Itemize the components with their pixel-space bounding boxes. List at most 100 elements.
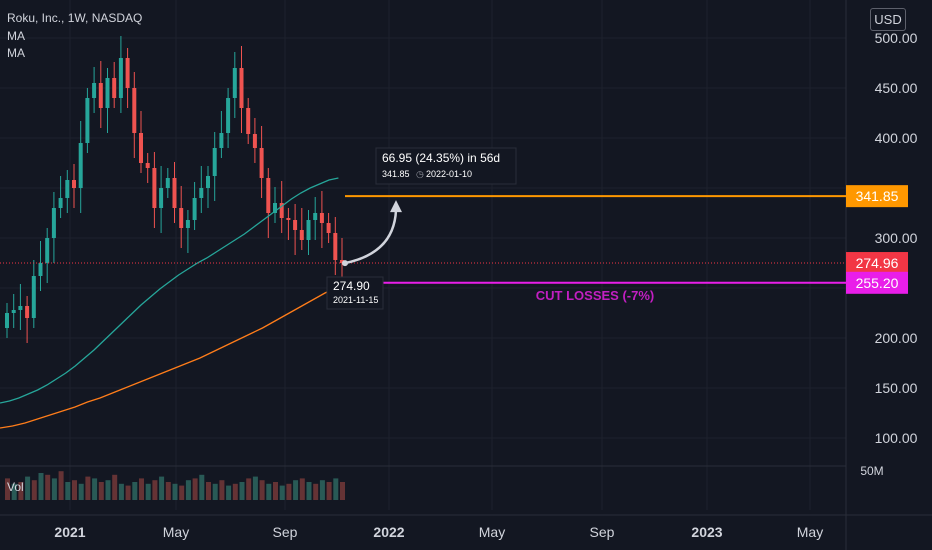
time-tick: 2023 bbox=[691, 524, 722, 540]
price-tick: 100.00 bbox=[875, 430, 918, 446]
projection-arrowhead bbox=[390, 200, 402, 213]
volume-bar bbox=[85, 476, 91, 500]
projection-target-price: 341.85 bbox=[382, 169, 410, 179]
candle bbox=[259, 148, 264, 178]
volume-bar bbox=[18, 482, 24, 500]
price-tick: 450.00 bbox=[875, 80, 918, 96]
volume-bar bbox=[259, 480, 265, 500]
candle bbox=[306, 220, 311, 240]
volume-bar bbox=[333, 478, 339, 500]
candle bbox=[199, 188, 204, 198]
volume-bar bbox=[145, 483, 151, 500]
candle bbox=[65, 180, 70, 198]
ma-slow-line bbox=[0, 281, 351, 429]
volume-bar bbox=[266, 483, 272, 500]
volume-bar bbox=[11, 483, 17, 500]
volume-bar bbox=[252, 476, 258, 500]
candle bbox=[185, 220, 190, 228]
cut-loss-label: CUT LOSSES (-7%) bbox=[536, 288, 654, 303]
volume-bar bbox=[118, 483, 124, 500]
volume-bar bbox=[72, 480, 77, 500]
candle bbox=[92, 83, 97, 98]
volume-bar bbox=[293, 480, 299, 500]
volume-bar bbox=[159, 476, 165, 500]
price-badge-text: 341.85 bbox=[856, 188, 899, 204]
clock-icon: ◷ bbox=[416, 169, 424, 179]
volume-bar bbox=[51, 478, 57, 500]
candle bbox=[58, 198, 63, 208]
volume-bar bbox=[165, 482, 171, 500]
price-badge-text: 274.96 bbox=[856, 255, 899, 271]
time-tick: Sep bbox=[590, 524, 615, 540]
volume-bar bbox=[172, 483, 178, 500]
candle bbox=[206, 176, 210, 188]
volume-bar bbox=[206, 482, 211, 500]
indicator-ma-2[interactable]: MA bbox=[7, 46, 25, 60]
volume-bar bbox=[112, 474, 118, 500]
candle bbox=[125, 58, 130, 88]
candle bbox=[159, 188, 164, 208]
candle bbox=[145, 163, 150, 168]
volume-bar bbox=[246, 478, 252, 500]
price-tick: 300.00 bbox=[875, 230, 918, 246]
candle bbox=[286, 218, 291, 220]
candle bbox=[319, 213, 324, 223]
candle bbox=[226, 98, 231, 133]
price-tick: 500.00 bbox=[875, 30, 918, 46]
volume-bar bbox=[65, 482, 71, 500]
volume-bar bbox=[326, 482, 332, 500]
time-tick: May bbox=[479, 524, 505, 540]
ma-fast-line bbox=[0, 177, 339, 404]
candle bbox=[326, 223, 331, 233]
volume-bar bbox=[125, 485, 131, 500]
candle bbox=[179, 208, 184, 228]
time-tick: 2022 bbox=[373, 524, 404, 540]
candle bbox=[112, 78, 117, 98]
candle bbox=[5, 313, 9, 328]
currency-button[interactable]: USD bbox=[870, 8, 906, 31]
candle bbox=[172, 178, 177, 208]
time-tick: May bbox=[163, 524, 189, 540]
projection-arrow bbox=[344, 210, 398, 265]
price-badge bbox=[846, 185, 908, 208]
candle bbox=[152, 168, 157, 208]
candle bbox=[98, 83, 103, 108]
projection-start-point bbox=[342, 260, 348, 267]
candle bbox=[299, 230, 304, 240]
projection-origin-date: 2021-11-15 bbox=[333, 295, 378, 305]
volume-bar bbox=[199, 474, 205, 500]
candle bbox=[11, 310, 16, 313]
volume-bar bbox=[58, 471, 64, 500]
candle bbox=[333, 233, 338, 260]
projection-origin-price: 274.90 bbox=[333, 279, 370, 293]
volume-bar bbox=[212, 483, 218, 500]
volume-bar bbox=[92, 478, 98, 500]
time-tick: May bbox=[797, 524, 823, 540]
volume-bar bbox=[279, 485, 285, 500]
volume-bar bbox=[273, 482, 278, 500]
price-badge bbox=[846, 271, 908, 294]
symbol-title: Roku, Inc., 1W, NASDAQ bbox=[7, 11, 143, 25]
volume-bar bbox=[306, 482, 312, 500]
volume-bar bbox=[31, 480, 37, 500]
volume-bar bbox=[313, 483, 319, 500]
volume-bar bbox=[239, 482, 245, 500]
candle bbox=[45, 238, 50, 263]
indicator-ma-1[interactable]: MA bbox=[7, 29, 25, 43]
candle bbox=[252, 134, 257, 148]
volume-bar bbox=[38, 473, 44, 500]
candle bbox=[18, 306, 23, 310]
candle bbox=[105, 78, 110, 108]
volume-bar bbox=[105, 480, 111, 500]
volume-bar bbox=[299, 478, 305, 500]
candle bbox=[219, 133, 224, 148]
candle bbox=[85, 98, 90, 143]
price-tick: 150.00 bbox=[875, 380, 918, 396]
volume-bar bbox=[286, 483, 292, 500]
candle bbox=[313, 213, 318, 220]
volume-bar bbox=[78, 483, 84, 500]
volume-bar bbox=[98, 482, 104, 500]
candle bbox=[78, 143, 83, 188]
price-tick: 200.00 bbox=[875, 330, 918, 346]
